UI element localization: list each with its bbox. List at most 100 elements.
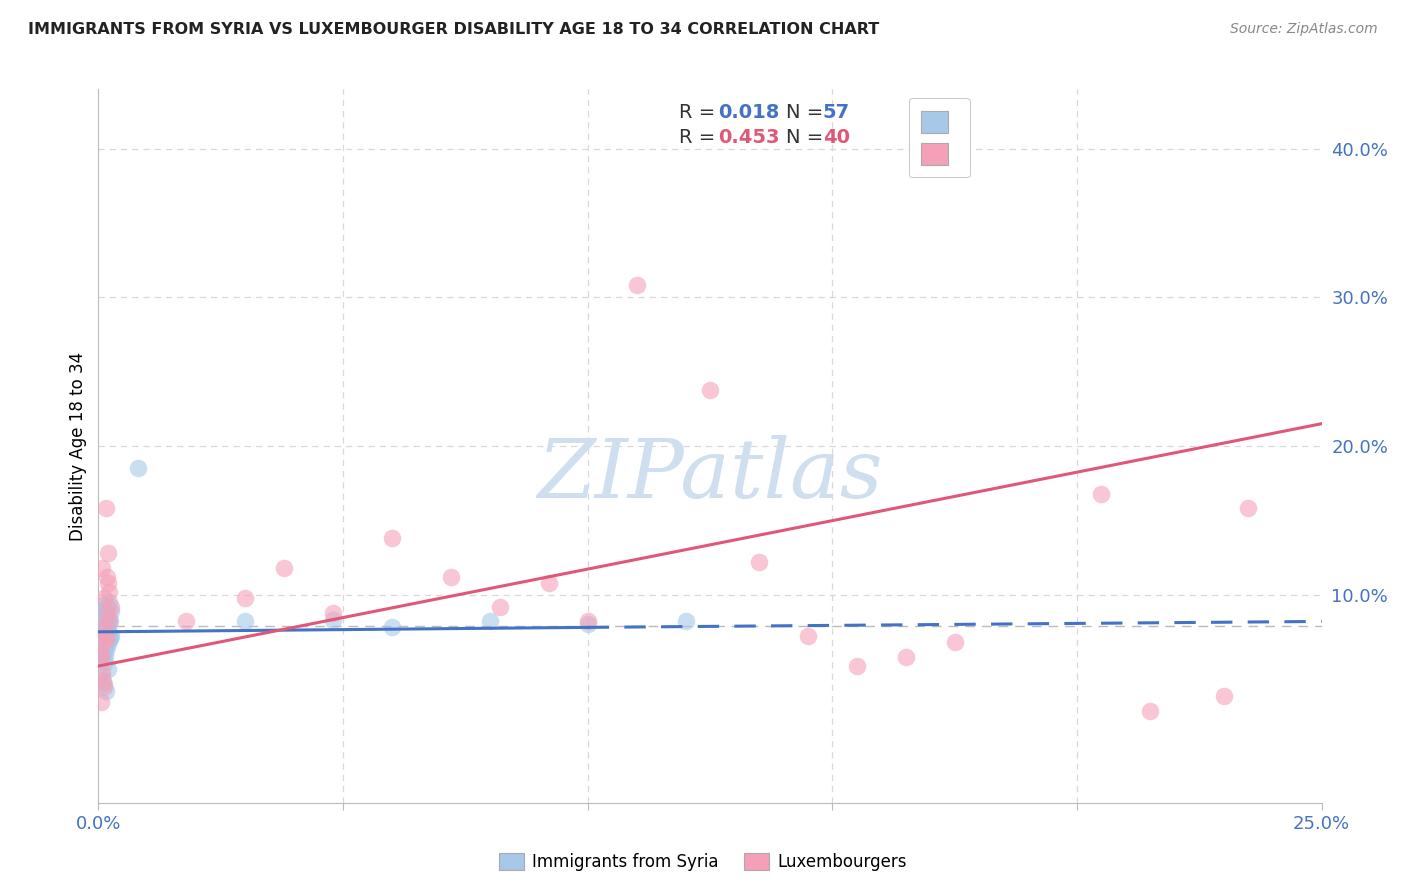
Point <box>626 278 648 293</box>
Point <box>96 613 118 627</box>
Point <box>98 628 121 642</box>
Point <box>93 591 115 605</box>
Point <box>233 615 256 629</box>
Point <box>94 626 117 640</box>
Point <box>97 624 120 639</box>
Point <box>91 635 114 649</box>
Legend: , : , <box>908 98 970 178</box>
Point <box>94 501 117 516</box>
Point <box>537 575 560 590</box>
Point <box>94 648 117 663</box>
Point <box>90 650 112 665</box>
Point <box>97 611 120 625</box>
Point <box>93 644 115 658</box>
Point <box>97 624 120 639</box>
Point <box>93 632 115 647</box>
Text: R =: R = <box>679 103 721 122</box>
Y-axis label: Disability Age 18 to 34: Disability Age 18 to 34 <box>69 351 87 541</box>
Point <box>90 646 112 660</box>
Point <box>1139 704 1161 718</box>
Point <box>97 624 120 638</box>
Point <box>90 651 112 665</box>
Point <box>91 638 114 652</box>
Point <box>97 584 120 599</box>
Point <box>576 615 599 629</box>
Point <box>322 613 344 627</box>
Point <box>90 647 112 661</box>
Point <box>94 655 117 669</box>
Point <box>90 665 112 679</box>
Point <box>94 629 117 643</box>
Point <box>96 632 118 647</box>
Point <box>94 684 117 698</box>
Point <box>100 629 122 643</box>
Point <box>94 602 117 616</box>
Point <box>100 599 122 614</box>
Point <box>91 622 114 636</box>
Point <box>91 607 114 621</box>
Point <box>322 606 344 620</box>
Point <box>96 599 118 614</box>
Point <box>93 629 115 643</box>
Point <box>94 619 117 633</box>
Text: 57: 57 <box>823 103 849 122</box>
Point <box>93 677 115 691</box>
Point <box>97 575 120 590</box>
Text: 40: 40 <box>823 128 849 146</box>
Point <box>797 629 820 643</box>
Point <box>98 615 121 629</box>
Point <box>98 595 121 609</box>
Point <box>91 606 114 620</box>
Point <box>91 598 114 612</box>
Point <box>90 640 112 654</box>
Point <box>440 570 463 584</box>
Point <box>91 610 114 624</box>
Point <box>488 599 510 614</box>
Point <box>91 640 114 654</box>
Point <box>94 642 117 657</box>
Point <box>1090 486 1112 500</box>
Point <box>96 610 118 624</box>
Point <box>381 620 404 634</box>
Point <box>90 617 112 632</box>
Text: 0.018: 0.018 <box>718 103 780 122</box>
Point <box>1212 689 1234 703</box>
Point <box>127 461 149 475</box>
Point <box>98 632 121 647</box>
Point <box>273 561 295 575</box>
Legend: Immigrants from Syria, Luxembourgers: Immigrants from Syria, Luxembourgers <box>491 845 915 880</box>
Point <box>97 546 120 560</box>
Point <box>699 383 721 397</box>
Point <box>478 615 501 629</box>
Point <box>675 615 697 629</box>
Point <box>96 606 118 620</box>
Text: ZIPatlas: ZIPatlas <box>537 434 883 515</box>
Point <box>91 635 114 649</box>
Point <box>91 673 114 688</box>
Point <box>90 650 112 665</box>
Point <box>381 531 404 545</box>
Point <box>93 680 115 694</box>
Text: N =: N = <box>786 128 830 146</box>
Point <box>90 669 112 683</box>
Point <box>97 633 120 648</box>
Text: IMMIGRANTS FROM SYRIA VS LUXEMBOURGER DISABILITY AGE 18 TO 34 CORRELATION CHART: IMMIGRANTS FROM SYRIA VS LUXEMBOURGER DI… <box>28 22 879 37</box>
Point <box>91 615 114 629</box>
Point <box>100 604 122 618</box>
Point <box>96 624 118 638</box>
Point <box>94 620 117 634</box>
Point <box>894 650 917 665</box>
Text: 0.453: 0.453 <box>718 128 780 146</box>
Point <box>90 647 112 661</box>
Point <box>845 659 868 673</box>
Point <box>96 570 118 584</box>
Point <box>96 615 118 630</box>
Point <box>576 617 599 632</box>
Point <box>943 635 966 649</box>
Point <box>93 641 115 656</box>
Point <box>748 555 770 569</box>
Point <box>176 615 198 629</box>
Text: R =: R = <box>679 128 721 146</box>
Point <box>233 591 256 605</box>
Point <box>97 637 120 651</box>
